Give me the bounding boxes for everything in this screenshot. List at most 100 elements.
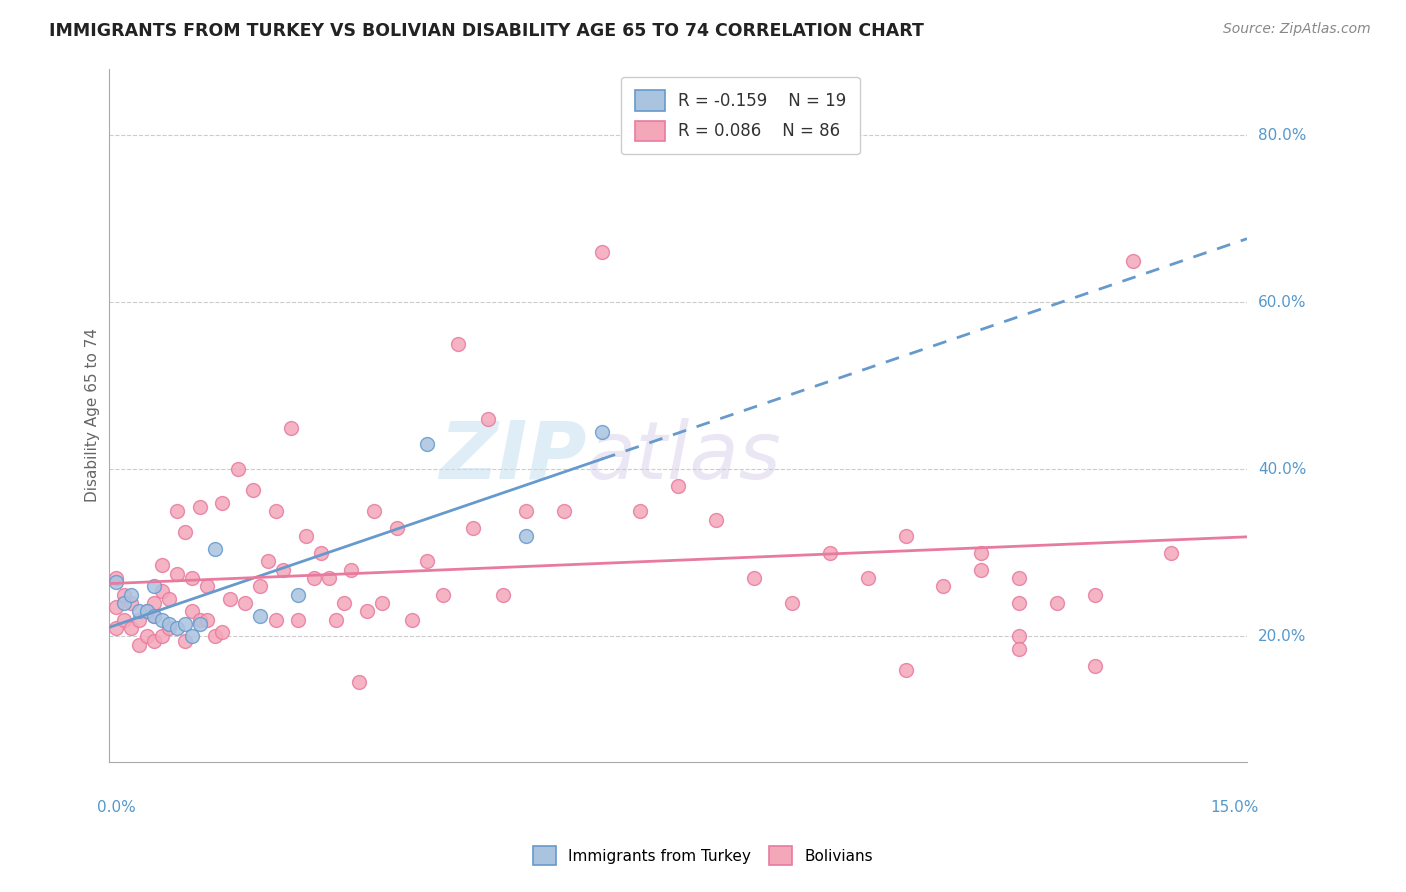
Point <box>150 583 173 598</box>
Point <box>742 571 765 585</box>
Point <box>166 566 188 581</box>
Point <box>173 633 195 648</box>
Point <box>894 663 917 677</box>
Point <box>432 588 454 602</box>
Point <box>157 621 180 635</box>
Point <box>173 525 195 540</box>
Point <box>1008 571 1031 585</box>
Point <box>128 613 150 627</box>
Point <box>150 613 173 627</box>
Point <box>287 588 309 602</box>
Point <box>181 630 204 644</box>
Point <box>181 604 204 618</box>
Point <box>1122 253 1144 268</box>
Point <box>1008 630 1031 644</box>
Point <box>188 613 211 627</box>
Point <box>112 596 135 610</box>
Point <box>385 521 408 535</box>
Point <box>287 613 309 627</box>
Point <box>112 588 135 602</box>
Point <box>591 245 613 260</box>
Point <box>318 571 340 585</box>
Point <box>157 591 180 606</box>
Point <box>166 504 188 518</box>
Point <box>461 521 484 535</box>
Point <box>143 633 166 648</box>
Text: 80.0%: 80.0% <box>1258 128 1306 143</box>
Point <box>226 462 249 476</box>
Point <box>233 596 256 610</box>
Point <box>143 579 166 593</box>
Point <box>219 591 242 606</box>
Y-axis label: Disability Age 65 to 74: Disability Age 65 to 74 <box>86 328 100 502</box>
Legend: Immigrants from Turkey, Bolivians: Immigrants from Turkey, Bolivians <box>527 840 879 871</box>
Point <box>970 546 993 560</box>
Point <box>105 575 128 590</box>
Point <box>143 596 166 610</box>
Text: IMMIGRANTS FROM TURKEY VS BOLIVIAN DISABILITY AGE 65 TO 74 CORRELATION CHART: IMMIGRANTS FROM TURKEY VS BOLIVIAN DISAB… <box>49 22 924 40</box>
Legend: R = -0.159    N = 19, R = 0.086    N = 86: R = -0.159 N = 19, R = 0.086 N = 86 <box>621 77 859 154</box>
Point <box>1046 596 1069 610</box>
Point <box>211 496 233 510</box>
Point <box>515 529 537 543</box>
Text: 40.0%: 40.0% <box>1258 462 1306 477</box>
Point <box>666 479 689 493</box>
Point <box>416 554 439 568</box>
Point <box>257 554 280 568</box>
Point <box>181 571 204 585</box>
Point <box>242 483 264 498</box>
Point <box>143 608 166 623</box>
Point <box>128 638 150 652</box>
Point <box>591 425 613 439</box>
Text: atlas: atlas <box>586 417 782 496</box>
Point <box>325 613 347 627</box>
Point <box>249 579 271 593</box>
Point <box>195 613 218 627</box>
Point <box>628 504 651 518</box>
Text: 15.0%: 15.0% <box>1211 800 1258 815</box>
Point <box>128 604 150 618</box>
Point <box>105 571 128 585</box>
Point <box>309 546 332 560</box>
Point <box>932 579 955 593</box>
Point <box>1084 588 1107 602</box>
Point <box>477 412 499 426</box>
Point <box>157 617 180 632</box>
Point <box>704 512 727 526</box>
Point <box>356 604 378 618</box>
Point <box>401 613 423 627</box>
Point <box>553 504 575 518</box>
Point <box>856 571 879 585</box>
Point <box>264 504 287 518</box>
Text: 60.0%: 60.0% <box>1258 295 1306 310</box>
Point <box>173 617 195 632</box>
Point <box>188 500 211 514</box>
Point <box>970 563 993 577</box>
Point <box>492 588 515 602</box>
Point <box>894 529 917 543</box>
Text: 20.0%: 20.0% <box>1258 629 1306 644</box>
Point <box>120 588 142 602</box>
Point <box>211 625 233 640</box>
Point <box>120 621 142 635</box>
Point <box>340 563 363 577</box>
Point <box>204 630 226 644</box>
Point <box>204 541 226 556</box>
Point <box>280 420 302 434</box>
Point <box>818 546 841 560</box>
Point <box>515 504 537 518</box>
Point <box>150 630 173 644</box>
Point <box>143 608 166 623</box>
Point <box>135 630 157 644</box>
Point <box>105 600 128 615</box>
Point <box>363 504 385 518</box>
Point <box>195 579 218 593</box>
Point <box>333 596 356 610</box>
Point <box>447 337 470 351</box>
Point <box>1160 546 1182 560</box>
Point <box>1008 642 1031 657</box>
Point <box>271 563 294 577</box>
Point <box>780 596 803 610</box>
Point <box>302 571 325 585</box>
Point <box>249 608 271 623</box>
